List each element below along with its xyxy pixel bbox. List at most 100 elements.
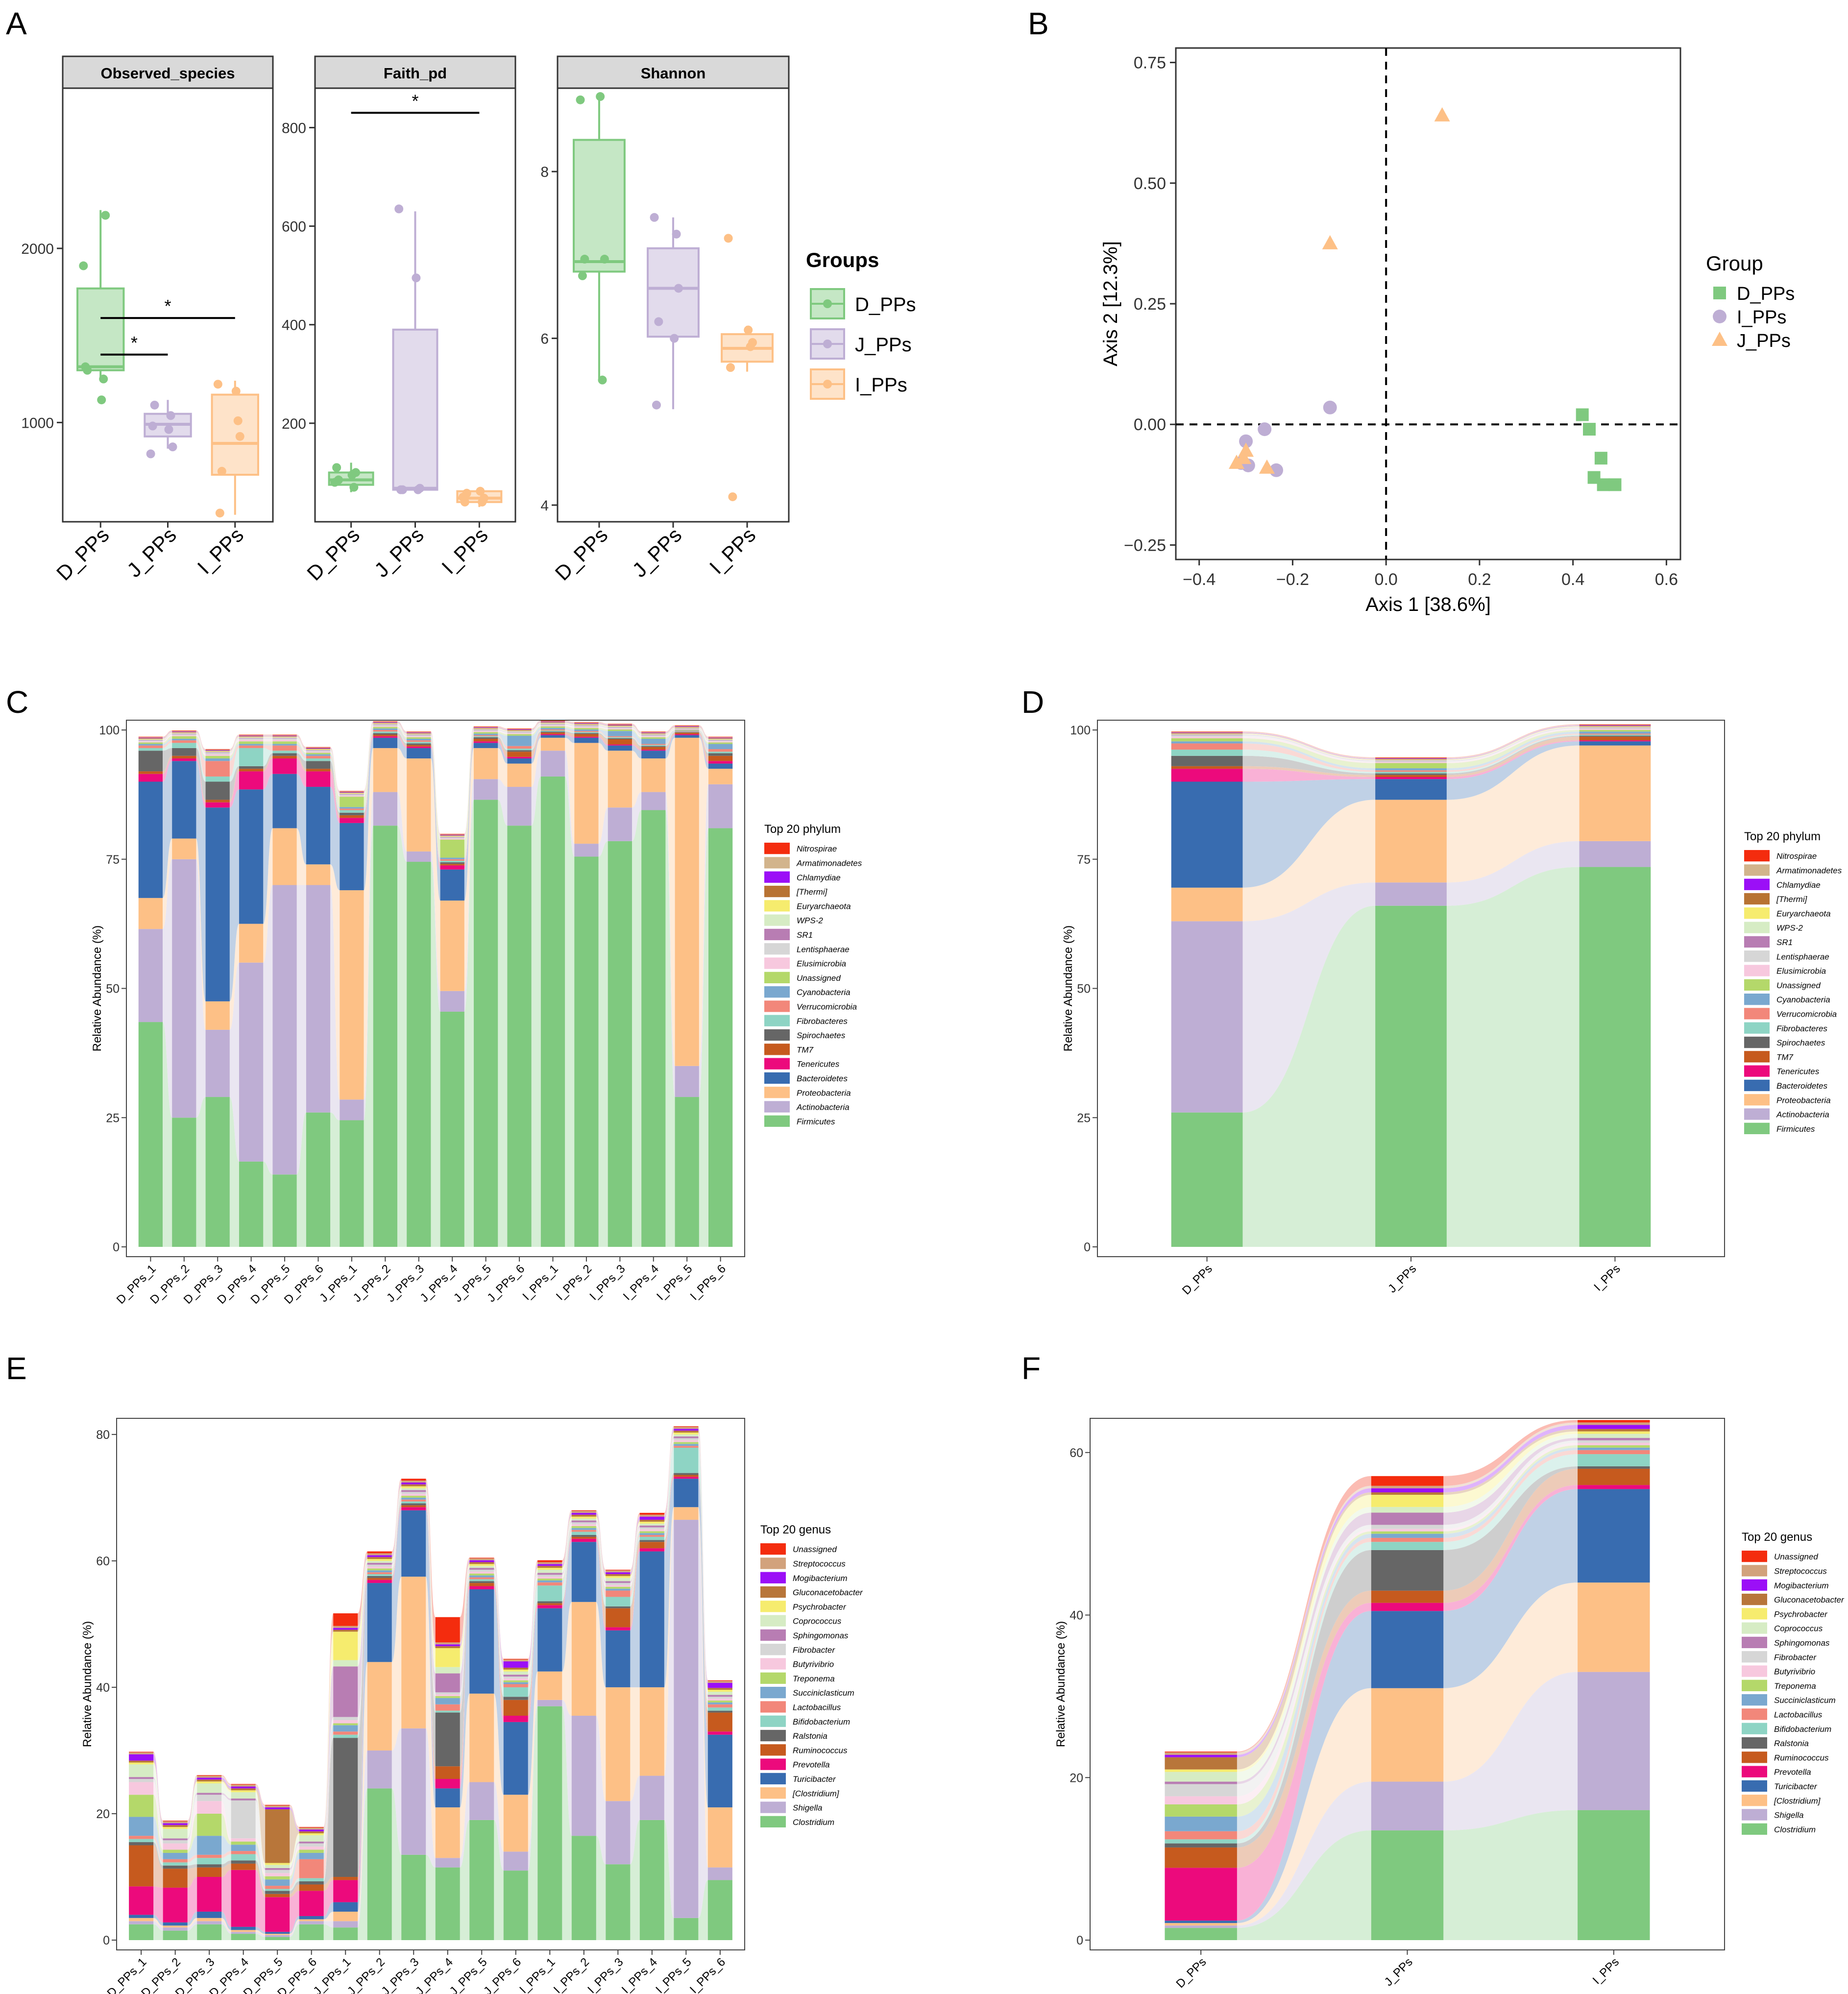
bar-segment-prevotella	[537, 1605, 562, 1608]
flow-firmicutes	[296, 1112, 306, 1247]
bar-segment-gluconacetobacter	[163, 1825, 188, 1827]
bar-segment-nitrospirae	[272, 734, 297, 735]
flow-armatimonadetes	[464, 727, 474, 835]
flow-shigella	[426, 1728, 436, 1868]
flow-bifidobacterium	[630, 1536, 640, 1606]
bar-segment-lentisphaerae	[507, 732, 532, 733]
y-tick-label: 0	[113, 1240, 120, 1254]
bar-segment-mogibacterium	[1371, 1488, 1444, 1493]
bar-segment-fibrobacteres	[239, 748, 264, 766]
flow-butyrivibrio	[664, 1440, 674, 1532]
bar-segment-lactobacillus	[367, 1572, 392, 1575]
y-tick-label: 200	[282, 416, 306, 432]
bar-segment-lentisphaerae	[306, 751, 331, 752]
flow-unassigned	[290, 1804, 299, 1828]
flow-butyrivibrio	[391, 1494, 402, 1569]
flow-sr1	[464, 729, 474, 838]
bar-segment-ralstonia	[674, 1473, 699, 1475]
flow-ralstonia	[630, 1540, 640, 1608]
flow-mogibacterium	[664, 1429, 674, 1520]
bar-segment-sr1	[306, 750, 331, 751]
bar-segment-firmicutes	[675, 1097, 699, 1247]
bar-segment-gluconacetobacter	[707, 1688, 732, 1690]
flow-turicibacter	[494, 1589, 504, 1795]
flow-thermi	[531, 722, 541, 731]
flow-actinobacteria	[699, 784, 709, 1097]
flow-butyrivibrio	[255, 1838, 266, 1876]
bar-segment-bifidobacterium	[469, 1579, 494, 1581]
flow-fibrobacteres	[464, 736, 474, 863]
legend-label: Sphingomonas	[1774, 1638, 1830, 1648]
legend-key	[1744, 1079, 1770, 1092]
y-axis-label: Axis 2 [12.3%]	[1100, 241, 1121, 366]
bar-segment-sphingomonas	[333, 1666, 358, 1717]
bar-segment-mogibacterium	[469, 1560, 494, 1562]
flow-ruminococcus	[460, 1583, 470, 1779]
flow-prevotella	[630, 1548, 640, 1630]
bar-segment-cyanobacteria	[1171, 741, 1243, 744]
legend-key	[764, 1101, 790, 1113]
x-tick-label: I_PPs_2	[554, 1262, 594, 1303]
data-point	[576, 95, 585, 104]
flow-actinobacteria	[1446, 841, 1580, 906]
bar-segment-sphingomonas	[606, 1581, 631, 1583]
flow-fibrobacteres	[498, 736, 508, 751]
flow-sr1	[665, 728, 675, 735]
flow-unassigned	[664, 1426, 674, 1515]
legend-label: Gluconacetobacter	[1774, 1595, 1845, 1605]
bar-segment-fibrobacteres	[272, 751, 297, 754]
flow-fibrobacter	[528, 1575, 538, 1678]
flow-gluconacetobacter	[528, 1566, 538, 1670]
bar-segment-lentisphaerae	[608, 727, 632, 729]
legend-label: Firmicutes	[1776, 1124, 1815, 1134]
x-tick-label: I_PPs_6	[687, 1955, 728, 1994]
flow-spirochaetes	[598, 733, 608, 739]
flow-psychrobacter	[426, 1486, 436, 1667]
flow-unassigned	[665, 730, 675, 739]
bar-segment-streptococcus	[606, 1570, 631, 1573]
bar-segment-clostridium	[401, 1854, 426, 1940]
bar-segment-sr1	[340, 794, 364, 795]
y-tick-label: −0.25	[1124, 536, 1166, 555]
point-j-pps	[1259, 459, 1275, 474]
flow-coprococcus	[358, 1560, 367, 1667]
legend-key	[764, 1000, 790, 1012]
flow-wps-2	[498, 729, 508, 732]
bar-segment-spirochaetes	[373, 733, 397, 735]
flow-verrucomicrobia	[263, 745, 273, 751]
bar-segment-prevotella	[639, 1548, 664, 1552]
bar-segment-unassigned	[469, 1557, 494, 1558]
flow-psychrobacter	[664, 1433, 674, 1524]
flow-psychrobacter	[391, 1486, 402, 1561]
flow-fibrobacter	[323, 1717, 334, 1847]
flow-cyanobacteria	[397, 728, 407, 741]
flow-clostridium	[1237, 1830, 1371, 1940]
flow-shigella	[698, 1520, 708, 1918]
flow-unassigned	[562, 1510, 572, 1562]
flow-chlamydiae	[665, 726, 675, 733]
legend-key	[760, 1687, 786, 1699]
x-tick-label: D_PPs	[52, 523, 114, 585]
bar-segment-actinobacteria	[708, 784, 733, 828]
flow-psychrobacter	[1237, 1495, 1371, 1772]
bar-segment-ralstonia	[367, 1576, 392, 1578]
bar-segment-streptococcus	[1165, 1752, 1237, 1755]
flow-actinobacteria	[162, 859, 172, 1118]
flow-firmicutes	[699, 828, 709, 1247]
bar-segment-bacteroidetes	[1579, 741, 1651, 746]
flow-bacteroidetes	[330, 787, 340, 891]
bar-segment-ruminococcus	[537, 1603, 562, 1605]
bar-segment-tm7	[239, 769, 264, 772]
flow-firmicutes	[263, 1161, 273, 1247]
legend-key	[760, 1572, 786, 1583]
data-point	[460, 497, 469, 507]
flow-wps-2	[162, 733, 172, 740]
bar-segment-firmicutes	[407, 862, 431, 1247]
x-tick-label: I_PPs	[437, 523, 492, 578]
flow-tenericutes	[699, 734, 709, 764]
bar-segment-butyrivibrio	[606, 1584, 631, 1587]
y-tick-label: 0.75	[1134, 54, 1166, 73]
flow-ralstonia	[528, 1601, 538, 1700]
flow-euryarchaeota	[397, 723, 407, 734]
bar-segment-spirochaetes	[1375, 773, 1447, 775]
